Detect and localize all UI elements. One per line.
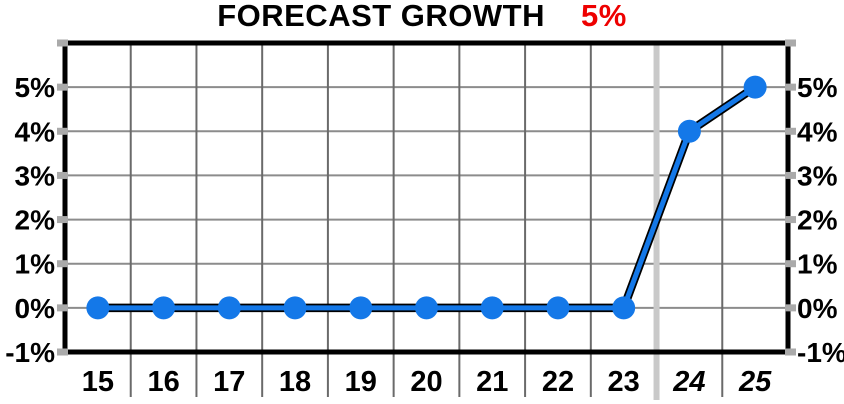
y-tick-label-right: 3%	[797, 160, 838, 191]
x-tick-label: 18	[279, 366, 311, 398]
axis-tick-right	[785, 39, 796, 47]
axis-tick-right	[785, 304, 796, 312]
x-tick-label: 21	[476, 366, 508, 398]
x-tick-label: 22	[542, 366, 574, 398]
y-tick-label-left: 0%	[15, 293, 56, 324]
y-tick-label-left: 4%	[15, 116, 56, 147]
x-tick-label: 19	[345, 366, 377, 398]
y-tick-label-left: 1%	[15, 249, 56, 280]
x-tick-label: 24	[672, 366, 705, 398]
axis-tick-left	[57, 39, 68, 47]
data-point-marker	[480, 296, 504, 320]
data-point-marker	[349, 296, 373, 320]
y-tick-label-left: 3%	[15, 160, 56, 191]
axis-tick-right	[785, 83, 796, 91]
data-point-marker	[546, 296, 570, 320]
axis-tick-right	[785, 171, 796, 179]
data-point-marker	[677, 119, 701, 143]
y-tick-label-right: 2%	[797, 205, 838, 236]
axis-tick-left	[57, 216, 68, 224]
axis-tick-right	[785, 348, 796, 356]
axis-tick-right	[785, 127, 796, 135]
data-point-marker	[152, 296, 176, 320]
data-point-marker	[743, 75, 767, 99]
data-point-marker	[612, 296, 636, 320]
axis-tick-left	[57, 127, 68, 135]
y-tick-label-right: 4%	[797, 116, 838, 147]
chart-title-text: FORECAST GROWTH	[217, 0, 545, 33]
y-tick-label-right: 5%	[797, 72, 838, 103]
axis-tick-left	[57, 304, 68, 312]
data-point-marker	[283, 296, 307, 320]
y-tick-label-left: -1%	[5, 337, 55, 368]
chart-title-value: 5%	[581, 0, 627, 33]
x-tick-label: 20	[410, 366, 442, 398]
axis-tick-right	[785, 216, 796, 224]
y-tick-label-right: 0%	[797, 293, 838, 324]
axis-tick-left	[57, 348, 68, 356]
axis-tick-left	[57, 171, 68, 179]
data-point-marker	[217, 296, 241, 320]
axis-tick-left	[57, 83, 68, 91]
x-tick-label: 15	[82, 366, 114, 398]
y-tick-label-right: 1%	[797, 249, 838, 280]
x-tick-label: 23	[608, 366, 640, 398]
axis-tick-right	[785, 260, 796, 268]
y-tick-label-left: 5%	[15, 72, 56, 103]
axis-tick-left	[57, 260, 68, 268]
x-tick-label: 16	[147, 366, 179, 398]
plot-frame	[62, 40, 791, 355]
data-point-marker	[415, 296, 438, 320]
data-point-marker	[86, 296, 110, 320]
chart-title: FORECAST GROWTH 5%	[0, 0, 844, 34]
x-tick-label: 25	[738, 366, 772, 398]
y-tick-label-right: -1%	[797, 337, 844, 368]
y-tick-label-left: 2%	[15, 205, 56, 236]
x-tick-label: 17	[213, 366, 245, 398]
